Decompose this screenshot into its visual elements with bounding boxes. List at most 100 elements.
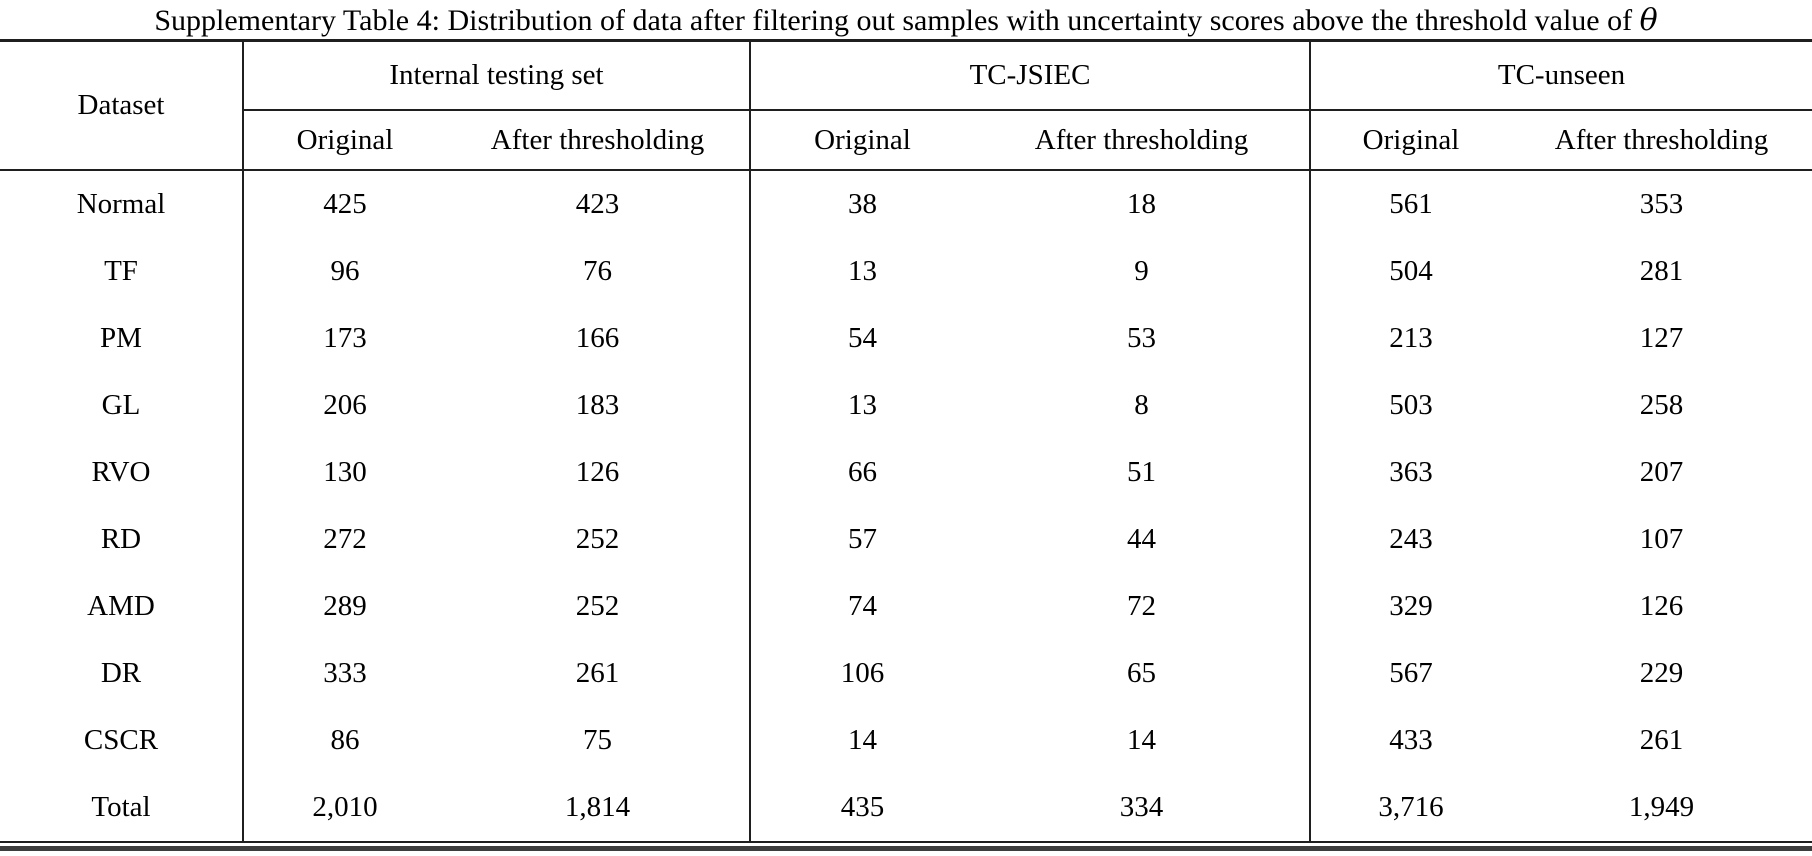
value-cell: 9 [974, 238, 1311, 305]
value-cell: 243 [1389, 523, 1433, 555]
value-cell: 53 [974, 305, 1311, 372]
table-row: TF 96 76 13 9 504 281 [0, 238, 1812, 305]
group-header-tc-unseen: TC-unseen [1310, 40, 1812, 111]
value-cell: 126 [1639, 590, 1684, 622]
table-header: Dataset Internal testing set TC-JSIEC TC… [0, 40, 1812, 171]
value-cell: 334 [974, 774, 1311, 843]
group-header-row: Dataset Internal testing set TC-JSIEC TC… [0, 40, 1812, 171]
value-cell: 289 [323, 590, 367, 622]
dataset-cell: Total [0, 774, 244, 843]
value-cell: 229 [1639, 657, 1684, 689]
value-cell: 57 [848, 523, 877, 555]
value-cell: 272 [323, 523, 367, 555]
value-cell: 3,716 [1310, 774, 1511, 843]
value-cell: 435 [750, 774, 974, 843]
table-row: PM 173 166 54 53 213 127 [0, 305, 1812, 372]
value-cell: 252 [446, 506, 751, 573]
value-cell: 14 [848, 724, 877, 756]
value-cell: 258 [1639, 389, 1684, 421]
value-cell: 281 [1639, 255, 1684, 287]
value-cell: 423 [446, 170, 751, 238]
dataset-cell: GL [0, 372, 244, 439]
dataset-cell: RD [0, 506, 244, 573]
value-cell: 333 [323, 657, 367, 689]
value-cell: 425 [323, 188, 367, 220]
value-cell: 567 [1389, 657, 1433, 689]
dataset-cell: TF [0, 238, 244, 305]
value-cell: 329 [1389, 590, 1433, 622]
value-cell: 433 [1389, 724, 1433, 756]
value-cell: 76 [446, 238, 751, 305]
value-cell: 1,814 [446, 774, 751, 843]
table-row: DR 333 261 106 65 567 229 [0, 640, 1812, 707]
table-row: RVO 130 126 66 51 363 207 [0, 439, 1812, 506]
sub-header-unseen-original: Original [1310, 110, 1511, 171]
col-header-dataset: Dataset [0, 40, 244, 171]
value-cell: 44 [974, 506, 1311, 573]
table-row: Normal 425 423 38 18 561 353 [0, 170, 1812, 238]
value-cell: 127 [1639, 322, 1684, 354]
value-cell: 96 [330, 255, 360, 287]
value-cell: 13 [848, 255, 877, 287]
dataset-cell: DR [0, 640, 244, 707]
dataset-cell: RVO [0, 439, 244, 506]
data-table: Dataset Internal testing set TC-JSIEC TC… [0, 39, 1812, 843]
value-cell: 51 [974, 439, 1311, 506]
value-cell: 173 [323, 322, 367, 354]
bottom-rule [0, 846, 1812, 851]
value-cell: 206 [323, 389, 367, 421]
table-caption: Supplementary Table 4: Distribution of d… [0, 0, 1812, 39]
sub-header-internal-after-thresholding: After thresholding [446, 110, 751, 171]
table-row: AMD 289 252 74 72 329 126 [0, 573, 1812, 640]
value-cell: 561 [1389, 188, 1433, 220]
sub-header-jsiec-original: Original [750, 110, 974, 171]
value-cell: 207 [1639, 456, 1684, 488]
value-cell: 1,949 [1511, 774, 1812, 843]
value-cell: 213 [1389, 322, 1433, 354]
dataset-cell: CSCR [0, 707, 244, 774]
value-cell: 353 [1639, 188, 1684, 220]
value-cell: 261 [1639, 724, 1684, 756]
value-cell: 75 [446, 707, 751, 774]
table-row: RD 272 252 57 44 243 107 [0, 506, 1812, 573]
value-cell: 86 [330, 724, 360, 756]
value-cell: 38 [848, 188, 877, 220]
theta-symbol: θ [1639, 3, 1658, 38]
dataset-cell: PM [0, 305, 244, 372]
value-cell: 183 [446, 372, 751, 439]
table-row: Total 2,010 1,814 435 334 3,716 1,949 [0, 774, 1812, 843]
value-cell: 363 [1389, 456, 1433, 488]
value-cell: 261 [446, 640, 751, 707]
value-cell: 106 [840, 657, 885, 689]
value-cell: 65 [974, 640, 1311, 707]
table-body: Normal 425 423 38 18 561 353 TF 96 76 13 9 504 281 PM 1… [0, 170, 1812, 843]
value-cell: 72 [974, 573, 1311, 640]
value-cell: 8 [974, 372, 1311, 439]
table-row: GL 206 183 13 8 503 258 [0, 372, 1812, 439]
group-header-tc-jsiec: TC-JSIEC [750, 40, 1311, 111]
value-cell: 126 [446, 439, 751, 506]
value-cell: 14 [974, 707, 1311, 774]
value-cell: 504 [1389, 255, 1433, 287]
value-cell: 54 [848, 322, 877, 354]
value-cell: 252 [446, 573, 751, 640]
dataset-cell: AMD [0, 573, 244, 640]
value-cell: 18 [974, 170, 1311, 238]
sub-header-row: Original After thresholding Original Aft… [0, 110, 1812, 171]
caption-text: Supplementary Table 4: Distribution of d… [154, 4, 1633, 37]
value-cell: 107 [1639, 523, 1684, 555]
value-cell: 66 [848, 456, 877, 488]
value-cell: 503 [1389, 389, 1433, 421]
value-cell: 2,010 [243, 774, 446, 843]
value-cell: 166 [446, 305, 751, 372]
value-cell: 74 [848, 590, 877, 622]
sub-header-internal-original: Original [243, 110, 446, 171]
value-cell: 13 [848, 389, 877, 421]
group-header-internal-testing-set: Internal testing set [243, 40, 751, 111]
sub-header-jsiec-after-thresholding: After thresholding [974, 110, 1311, 171]
table-row: CSCR 86 75 14 14 433 261 [0, 707, 1812, 774]
dataset-cell: Normal [0, 170, 244, 238]
value-cell: 130 [323, 456, 367, 488]
sub-header-unseen-after-thresholding: After thresholding [1511, 110, 1812, 171]
